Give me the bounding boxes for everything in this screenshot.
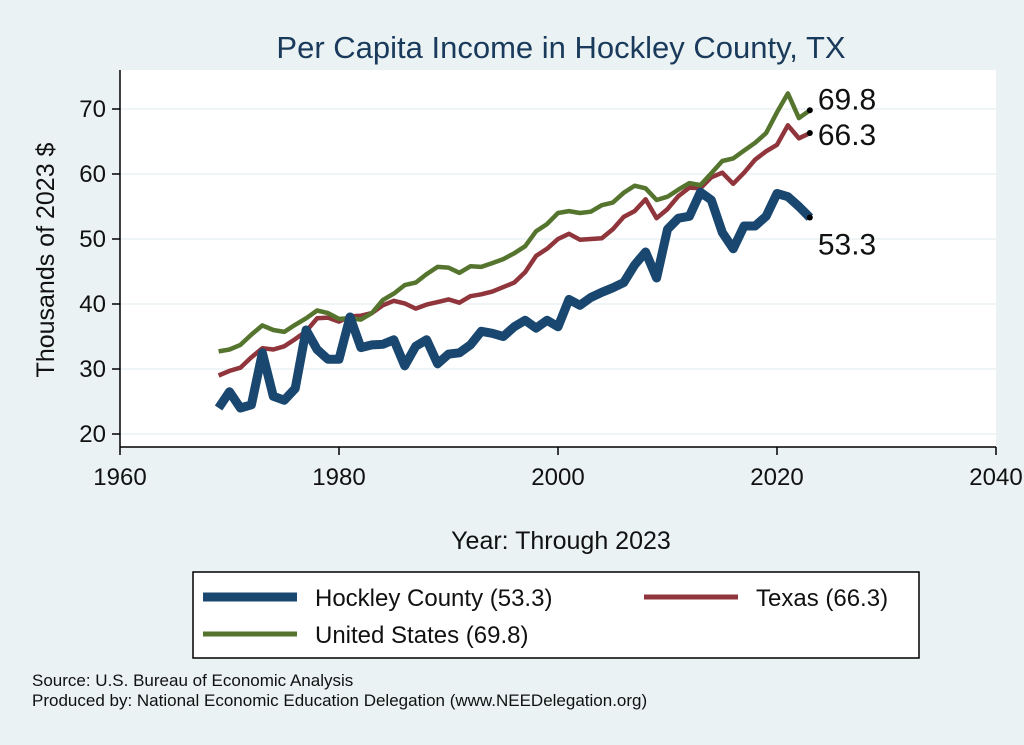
legend-label-texas: Texas (66.3) <box>756 585 888 612</box>
y-tick-label-70: 70 <box>79 96 106 123</box>
legend-label-hockley: Hockley County (53.3) <box>315 585 552 612</box>
y-tick-label-30: 30 <box>79 356 106 383</box>
y-axis-label: Thousands of 2023 $ <box>32 142 60 377</box>
end-marker-us <box>806 107 813 114</box>
chart-title: Per Capita Income in Hockley County, TX <box>276 30 845 65</box>
y-tick-label-40: 40 <box>79 291 106 318</box>
end-label-hockley: 53.3 <box>818 229 876 262</box>
end-labels: 53.3 66.369.8 <box>806 83 876 262</box>
producer-line: Produced by: National Economic Education… <box>32 691 647 710</box>
legend: Hockley County (53.3) Texas (66.3) Unite… <box>192 571 920 659</box>
x-tick-label-2020: 2020 <box>750 464 803 491</box>
series-line-hockley <box>214 187 814 413</box>
end-marker-texas <box>806 130 813 137</box>
legend-box <box>192 571 920 659</box>
x-tick-label-1980: 1980 <box>312 464 365 491</box>
x-axis-label: Year: Through 2023 <box>451 527 671 555</box>
x-tick-label-2040: 2040 <box>969 464 1022 491</box>
x-tick-label-2000: 2000 <box>531 464 584 491</box>
legend-label-us: United States (69.8) <box>315 622 528 649</box>
end-label-us: 69.8 <box>818 83 876 116</box>
series-lines <box>214 91 814 413</box>
end-label-texas: 66.3 <box>818 119 876 152</box>
y-tick-label-20: 20 <box>79 421 106 448</box>
axes: 20 30 40 50 60 70 1960 1980 2000 2020 2040 <box>79 70 1023 491</box>
y-tick-label-50: 50 <box>79 226 106 253</box>
y-tick-label-60: 60 <box>79 161 106 188</box>
end-marker-hockley <box>806 214 813 221</box>
source-line: Source: U.S. Bureau of Economic Analysis <box>32 671 353 690</box>
x-tick-label-1960: 1960 <box>93 464 146 491</box>
series-line-texas <box>217 123 811 378</box>
series-line-us <box>218 91 812 354</box>
